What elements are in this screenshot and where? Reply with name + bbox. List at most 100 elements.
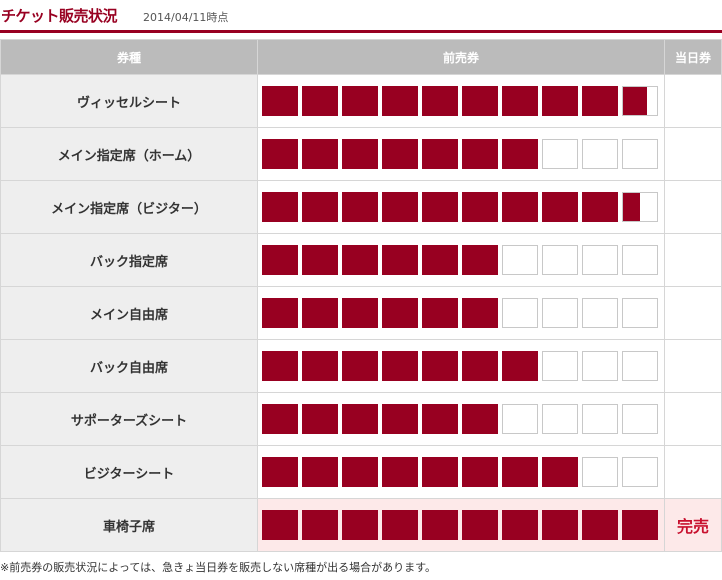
progress-segment — [382, 457, 418, 487]
progress-segment — [462, 351, 498, 381]
advance-sales-cell — [257, 180, 665, 234]
progress-segment — [382, 298, 418, 328]
progress-segment-fill — [423, 458, 457, 486]
progress-segment — [382, 245, 418, 275]
progress-segment-fill — [263, 193, 297, 221]
progress-segment — [262, 404, 298, 434]
progress-segment — [582, 245, 618, 275]
ticket-type-name: ビジターシート — [0, 445, 258, 499]
progress-segment — [462, 298, 498, 328]
progress-segment — [302, 457, 338, 487]
ticket-sales-table: 券種 前売券 当日券 ヴィッセルシート メイン指定席（ホーム） メイン指定席（ビジタ… — [0, 39, 722, 552]
section-header: チケット販売状況 2014/04/11時点 — [0, 0, 722, 33]
progress-segment-fill — [463, 511, 497, 539]
table-row: メイン指定席（ホーム） — [0, 127, 722, 181]
progress-segment — [342, 86, 378, 116]
progress-segment-fill — [463, 458, 497, 486]
column-header-advance: 前売券 — [257, 39, 665, 75]
progress-segment-fill — [463, 299, 497, 327]
progress-segment — [462, 139, 498, 169]
progress-segment-fill — [343, 405, 377, 433]
progress-segment — [422, 351, 458, 381]
progress-segment-fill — [343, 140, 377, 168]
advance-sales-cell — [257, 392, 665, 446]
progress-segment — [462, 510, 498, 540]
advance-sales-progress-bar — [258, 139, 664, 169]
progress-segment — [342, 457, 378, 487]
progress-segment — [262, 457, 298, 487]
progress-segment — [582, 510, 618, 540]
progress-segment — [622, 192, 658, 222]
ticket-type-name: 車椅子席 — [0, 498, 258, 552]
progress-segment — [422, 86, 458, 116]
progress-segment — [382, 86, 418, 116]
progress-segment-fill — [503, 458, 537, 486]
progress-segment-fill — [423, 87, 457, 115]
progress-segment — [302, 351, 338, 381]
progress-segment-fill — [503, 352, 537, 380]
advance-sales-progress-bar — [258, 510, 664, 540]
same-day-status — [664, 127, 722, 181]
advance-sales-cell — [257, 339, 665, 393]
progress-segment-fill — [383, 405, 417, 433]
table-row: ヴィッセルシート — [0, 74, 722, 128]
progress-segment — [462, 86, 498, 116]
progress-segment-fill — [263, 140, 297, 168]
progress-segment-fill — [303, 458, 337, 486]
progress-segment — [582, 351, 618, 381]
same-day-status — [664, 233, 722, 287]
same-day-status — [664, 445, 722, 499]
progress-segment — [342, 139, 378, 169]
progress-segment — [382, 139, 418, 169]
progress-segment-fill — [423, 352, 457, 380]
progress-segment-fill — [303, 140, 337, 168]
progress-segment-fill — [383, 458, 417, 486]
progress-segment-fill — [623, 193, 640, 221]
progress-segment-fill — [463, 140, 497, 168]
ticket-type-name: ヴィッセルシート — [0, 74, 258, 128]
status-date: 2014/04/11時点 — [143, 11, 229, 24]
progress-segment — [302, 245, 338, 275]
progress-segment — [502, 298, 538, 328]
advance-sales-cell — [257, 445, 665, 499]
progress-segment — [622, 245, 658, 275]
progress-segment — [382, 351, 418, 381]
progress-segment — [262, 245, 298, 275]
progress-segment-fill — [463, 87, 497, 115]
progress-segment — [342, 245, 378, 275]
progress-segment — [622, 457, 658, 487]
progress-segment — [262, 86, 298, 116]
progress-segment-fill — [343, 299, 377, 327]
progress-segment-fill — [583, 193, 617, 221]
progress-segment-fill — [543, 87, 577, 115]
progress-segment — [502, 510, 538, 540]
progress-segment-fill — [423, 193, 457, 221]
progress-segment — [582, 192, 618, 222]
progress-segment-fill — [343, 246, 377, 274]
progress-segment — [342, 192, 378, 222]
progress-segment — [302, 86, 338, 116]
progress-segment — [622, 139, 658, 169]
advance-sales-cell — [257, 498, 665, 552]
progress-segment-fill — [623, 511, 657, 539]
progress-segment-fill — [303, 405, 337, 433]
progress-segment — [302, 139, 338, 169]
progress-segment-fill — [343, 458, 377, 486]
progress-segment — [462, 245, 498, 275]
progress-segment-fill — [503, 87, 537, 115]
progress-segment — [462, 192, 498, 222]
table-row: サポーターズシート — [0, 392, 722, 446]
progress-segment — [382, 510, 418, 540]
progress-segment-fill — [263, 299, 297, 327]
progress-segment-fill — [423, 140, 457, 168]
advance-sales-progress-bar — [258, 192, 664, 222]
same-day-status: 完売 — [664, 498, 722, 552]
progress-segment — [542, 86, 578, 116]
progress-segment — [422, 457, 458, 487]
progress-segment — [622, 298, 658, 328]
ticket-type-name: バック指定席 — [0, 233, 258, 287]
progress-segment-fill — [383, 299, 417, 327]
progress-segment — [262, 510, 298, 540]
progress-segment-fill — [423, 511, 457, 539]
progress-segment-fill — [343, 352, 377, 380]
